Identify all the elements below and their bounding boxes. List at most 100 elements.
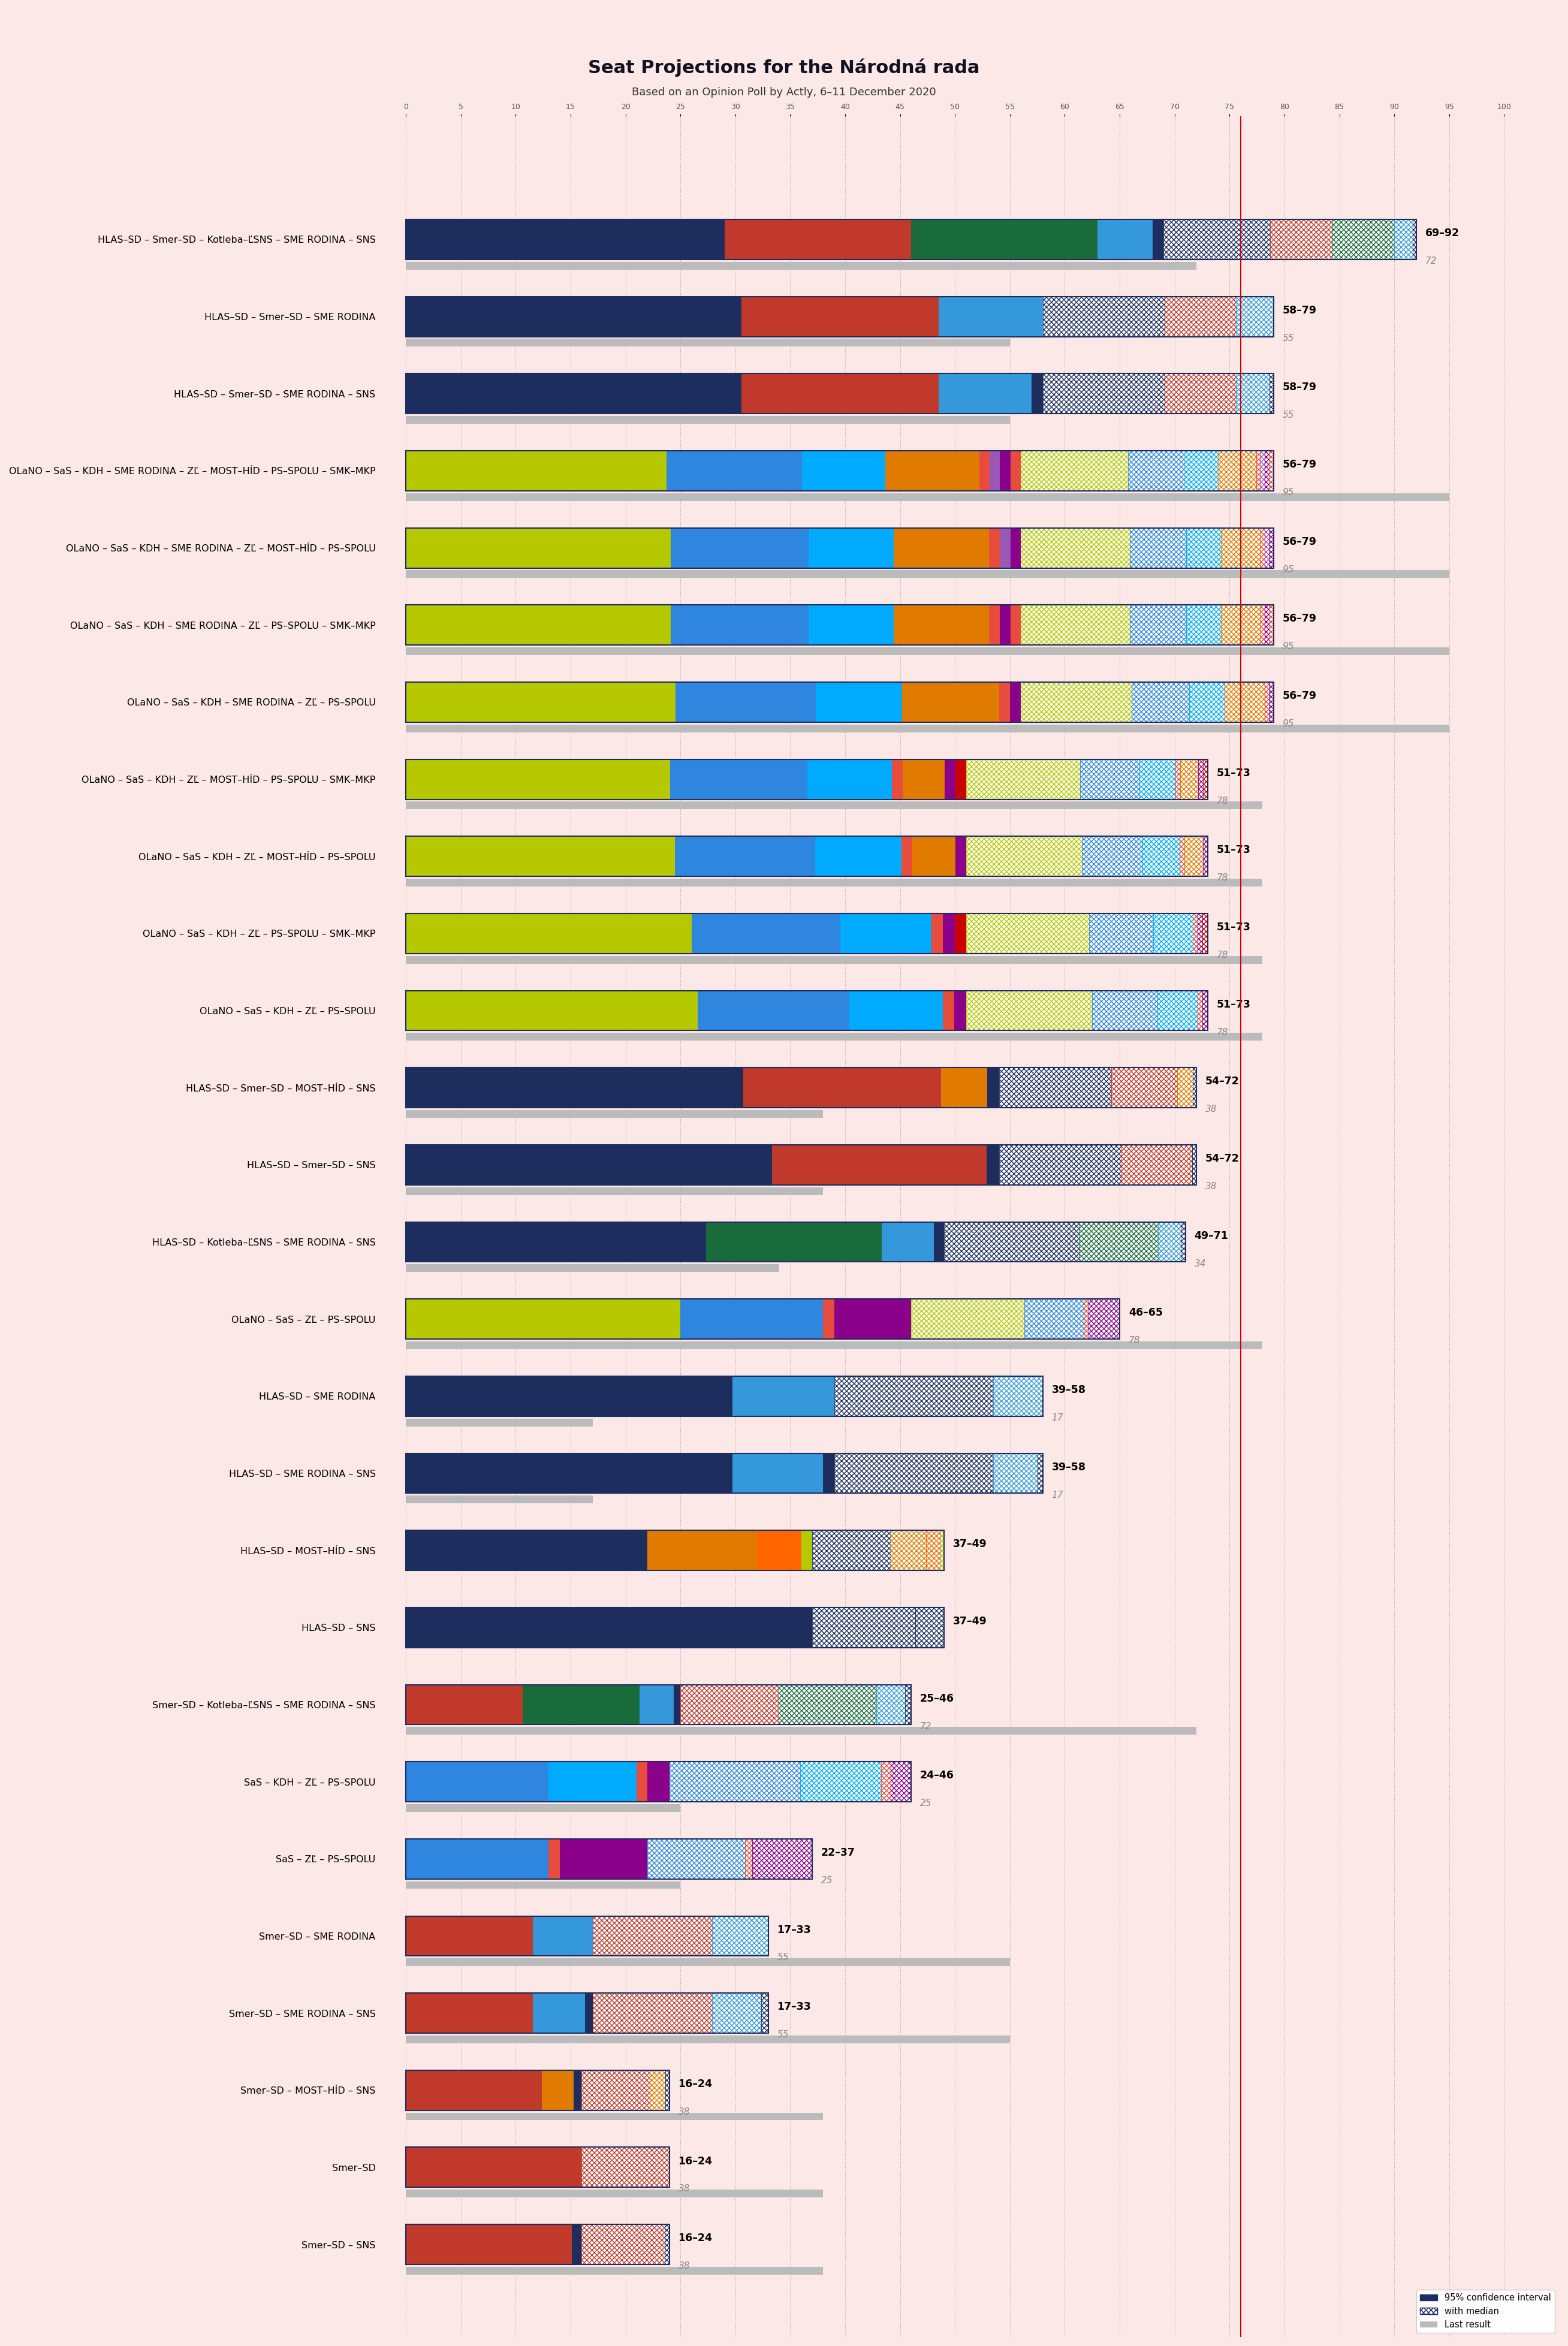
Text: 16–24: 16–24	[679, 2079, 712, 2090]
Bar	[905, 1684, 911, 1724]
Text: 95: 95	[1283, 720, 1294, 727]
Bar	[1184, 835, 1203, 877]
Bar	[406, 528, 1273, 568]
Bar	[1265, 528, 1269, 568]
Bar	[406, 1762, 549, 1802]
Bar	[533, 1994, 585, 2034]
Bar	[1088, 1300, 1120, 1340]
Bar	[406, 221, 1416, 260]
Bar	[1203, 760, 1207, 800]
Bar	[691, 913, 840, 952]
Bar	[966, 760, 1080, 800]
Bar	[406, 373, 742, 413]
Text: 51–73: 51–73	[1217, 845, 1250, 856]
Bar	[1221, 528, 1261, 568]
Bar	[999, 1067, 1112, 1107]
Bar	[913, 835, 955, 877]
Bar	[724, 1607, 812, 1647]
Text: 95: 95	[1283, 488, 1294, 497]
Text: 25–46: 25–46	[920, 1694, 953, 1703]
Bar	[406, 1684, 522, 1724]
Bar	[801, 450, 886, 490]
Bar	[406, 1110, 823, 1117]
Text: 17: 17	[1052, 1490, 1063, 1499]
Bar	[988, 1067, 999, 1107]
Bar	[1176, 760, 1181, 800]
Bar	[637, 1762, 648, 1802]
Text: 55: 55	[778, 1954, 789, 1961]
Bar	[989, 605, 1000, 645]
Bar	[406, 880, 1262, 887]
Bar	[406, 1300, 1120, 1340]
Bar	[1187, 528, 1221, 568]
Bar	[406, 1145, 1196, 1185]
Bar	[665, 2224, 670, 2264]
Bar	[406, 1839, 549, 1879]
Text: 38: 38	[1206, 1105, 1217, 1114]
Bar	[406, 373, 1273, 413]
Bar	[902, 835, 913, 877]
Text: 17: 17	[1052, 1412, 1063, 1422]
Bar	[1024, 1300, 1083, 1340]
Bar	[1225, 683, 1265, 723]
Bar	[881, 1762, 891, 1802]
Bar	[942, 990, 955, 1030]
Bar	[406, 2147, 582, 2186]
Bar	[916, 1607, 944, 1647]
Bar	[1021, 528, 1131, 568]
Bar	[941, 1530, 944, 1569]
Bar	[1000, 450, 1010, 490]
Bar	[946, 760, 955, 800]
Bar	[406, 1377, 732, 1417]
Bar	[1090, 913, 1154, 952]
Bar	[724, 221, 911, 260]
Bar	[681, 1684, 778, 1724]
Text: 78: 78	[1217, 873, 1228, 882]
Bar	[891, 1530, 927, 1569]
Bar	[681, 1300, 823, 1340]
Bar	[406, 493, 1449, 500]
Bar	[771, 1145, 986, 1185]
Bar	[582, 2147, 670, 2186]
Bar	[406, 1300, 681, 1340]
Bar	[808, 760, 892, 800]
Bar	[1265, 450, 1269, 490]
Bar	[732, 1377, 834, 1417]
Bar	[1236, 373, 1269, 413]
Bar	[955, 990, 966, 1030]
Bar	[942, 913, 955, 952]
Bar	[955, 913, 966, 952]
Text: 25: 25	[822, 1877, 833, 1884]
Bar	[1043, 296, 1165, 335]
Bar	[966, 990, 1091, 1030]
Bar	[986, 1145, 999, 1185]
Bar	[812, 1607, 916, 1647]
Bar	[732, 1452, 823, 1494]
Bar	[800, 1762, 881, 1802]
Bar	[406, 760, 1207, 800]
Bar	[1261, 605, 1265, 645]
Text: 46–65: 46–65	[1129, 1307, 1163, 1318]
Bar	[406, 2114, 823, 2121]
Bar	[966, 913, 1090, 952]
Bar	[648, 1530, 757, 1569]
Text: 51–73: 51–73	[1217, 922, 1250, 934]
Bar	[1269, 373, 1273, 413]
Bar	[989, 528, 1000, 568]
Text: 56–79: 56–79	[1283, 690, 1317, 701]
Text: 55: 55	[778, 2029, 789, 2039]
Text: 56–79: 56–79	[1283, 537, 1317, 547]
Bar	[572, 2224, 582, 2264]
Bar	[743, 1067, 941, 1107]
Bar	[406, 2224, 572, 2264]
Text: 69–92: 69–92	[1425, 228, 1460, 239]
Bar	[406, 1145, 771, 1185]
Bar	[1121, 1145, 1192, 1185]
Text: 34: 34	[1195, 1260, 1206, 1269]
Bar	[902, 683, 999, 723]
Bar	[582, 2069, 649, 2111]
Bar	[406, 450, 666, 490]
Bar	[1154, 913, 1193, 952]
Bar	[406, 1607, 944, 1647]
Bar	[1157, 1222, 1181, 1262]
